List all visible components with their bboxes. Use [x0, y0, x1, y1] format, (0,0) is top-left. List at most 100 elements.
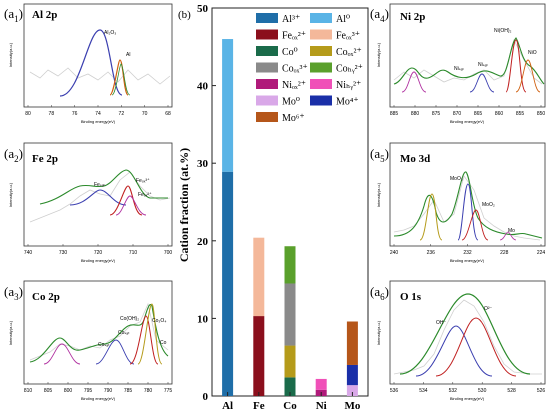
legend-label: Mo⁶⁺ — [282, 113, 305, 124]
panel-a5: (a5) Mo 3d Intensity(a.u.) 240 236 232 228 2… — [370, 142, 546, 263]
panel-title-a4: Ni 2p — [400, 11, 425, 23]
x-tick-label: Co — [283, 400, 297, 412]
legend-swatch — [310, 29, 332, 40]
annotation-nisat-1: Niₛₐₜ — [454, 66, 464, 72]
y-axis-label-a5: Intensity(a.u.) — [376, 182, 381, 207]
legend-b: Al³⁺ Al⁰ Feₒₓ²⁺ Feₒₓ³⁺ Co⁰ Coₒₓ²⁺ Coₒₓ³⁺ Coₕᵧ²⁺… — [256, 13, 363, 124]
legend-swatch — [310, 62, 332, 73]
x-tick-label-a3: 790 — [104, 388, 113, 394]
x-tick-label-a5: 228 — [500, 250, 509, 256]
panel-title-a6: O 1s — [400, 291, 422, 303]
legend-swatch — [256, 112, 278, 122]
panel-label-a1: (a1) — [4, 6, 23, 24]
y-axis-label-a4: Intensity(a.u.) — [376, 42, 381, 67]
x-ticks-b: Al Fe Co Ni Mo — [222, 392, 361, 412]
envelope-a3 — [29, 303, 169, 363]
y-tick-label: 10 — [197, 313, 209, 325]
panel-label-a2: (a2) — [4, 146, 23, 164]
x-tick-label-a4: 875 — [432, 111, 441, 117]
x-tick-label-a6: 534 — [419, 388, 428, 394]
background-trace-a1 — [29, 67, 171, 85]
envelope-a2 — [39, 169, 168, 205]
peak-fesat-a2 — [69, 189, 127, 206]
legend-label: Coₒₓ²⁺ — [336, 47, 362, 58]
legend-label: Feₒₓ²⁺ — [282, 31, 306, 42]
peak-nio-a4 — [515, 59, 541, 93]
y-tick-label: 50 — [197, 3, 209, 15]
x-tick-label-a4: 865 — [474, 111, 483, 117]
annotation-moo3: MoO₃ — [450, 176, 463, 182]
annotation-al: Al — [126, 52, 130, 58]
x-tick-label-a1: 68 — [165, 111, 171, 117]
peak-moo2-a5 — [461, 209, 489, 241]
x-axis-label-a5: Binding energy(eV) — [450, 258, 485, 263]
x-tick-label-a3: 805 — [44, 388, 53, 394]
envelope-a4 — [393, 37, 545, 85]
panel-label-b: (b) — [178, 9, 191, 21]
bar-segment-co — [284, 345, 296, 378]
x-tick-label-a4: 855 — [516, 111, 525, 117]
panel-a1: (a1) Al 2p Intensity(a.u.) 80 78 76 74 72 70 6… — [4, 3, 173, 124]
y-ticks-b: 0 10 20 30 40 50 — [197, 3, 216, 403]
panel-label-a4: (a4) — [370, 6, 389, 24]
x-tick-label-a1: 76 — [72, 111, 78, 117]
panel-b: (b) Cation fraction (at.%) 0 10 20 30 40 50 A… — [177, 3, 369, 412]
legend-swatch — [256, 79, 278, 89]
x-tick-label-a5: 224 — [537, 250, 546, 256]
peak-cooh2-a3 — [137, 303, 163, 365]
annotation-moo2: MoO₂ — [482, 202, 495, 208]
legend-swatch — [256, 95, 278, 106]
x-tick-label: Al — [222, 400, 233, 412]
panel-a4: (a4) Ni 2p Intensity(a.u.) 885 880 875 870 8… — [370, 3, 546, 124]
x-tick-label-a6: 536 — [390, 388, 399, 394]
panel-a3: (a3) Co 2p Intensity(a.u.) 810 805 800 795 7… — [4, 280, 173, 401]
peak-nisat2-a4 — [469, 73, 495, 93]
panel-a2: (a2) Fe 2p Intensity(a.u.) 740 730 720 710 7… — [4, 142, 173, 263]
annotation-o2: O²⁻ — [484, 306, 493, 312]
x-tick-label-a4: 885 — [390, 111, 399, 117]
x-tick-label-a5: 236 — [427, 250, 436, 256]
plot-frame-a6 — [389, 280, 546, 385]
legend-label: Al³⁺ — [282, 14, 300, 25]
x-tick-labels-a4: 885 880 875 870 865 860 855 850 — [390, 105, 545, 117]
legend-swatch — [310, 13, 332, 23]
x-tick-label-a3: 785 — [124, 388, 133, 394]
x-tick-label-a2: 730 — [59, 250, 68, 256]
x-tick-label-a4: 880 — [411, 111, 420, 117]
peak-fe2-a2 — [115, 195, 147, 216]
bar-segment-mo — [346, 385, 358, 396]
background-trace-a6 — [393, 299, 542, 375]
annotation-nisat-2: Niₛₐₜ — [478, 62, 488, 68]
annotation-fe3: Feₒₓ³⁺ — [136, 178, 150, 184]
x-tick-label-a5: 240 — [390, 250, 399, 256]
bar-segment-mo — [346, 321, 358, 365]
bar-segment-ni — [315, 378, 327, 390]
y-tick-label: 40 — [197, 81, 209, 93]
x-tick-label-a2: 740 — [24, 250, 33, 256]
annotation-oh: OH⁻ — [436, 320, 447, 326]
x-tick-label-a4: 860 — [495, 111, 504, 117]
x-tick-label-a6: 526 — [537, 388, 546, 394]
y-axis-label-a2: Intensity(a.u.) — [8, 182, 13, 207]
x-axis-label-a4: Binding energy(eV) — [450, 119, 485, 124]
x-tick-label: Ni — [316, 400, 327, 412]
bar-segment-co — [284, 283, 296, 346]
bar-segment-mo — [346, 364, 358, 386]
y-axis-label-a3: Intensity(a.u.) — [8, 320, 13, 345]
bar-segment-fe — [253, 316, 265, 396]
annotation-cooh2: Co(OH)₂ — [120, 316, 139, 322]
bar-segment-al — [222, 171, 234, 396]
background-trace-a3 — [29, 302, 169, 361]
x-tick-labels-a3: 810 805 800 795 790 785 780 775 — [24, 382, 172, 394]
panel-label-a5: (a5) — [370, 146, 389, 164]
legend-swatch — [256, 29, 278, 40]
panel-label-a6: (a6) — [370, 284, 389, 302]
annotation-al2o3: Al₂O₃ — [104, 30, 116, 36]
legend-swatch — [256, 13, 278, 23]
annotation-nioh2: Ni(OH)₂ — [494, 28, 512, 34]
peak-nioh2-a4 — [505, 39, 527, 93]
bar-segment-fe — [253, 237, 265, 317]
legend-swatch — [310, 95, 332, 106]
y-axis-label-a1: Intensity(a.u.) — [8, 42, 13, 67]
